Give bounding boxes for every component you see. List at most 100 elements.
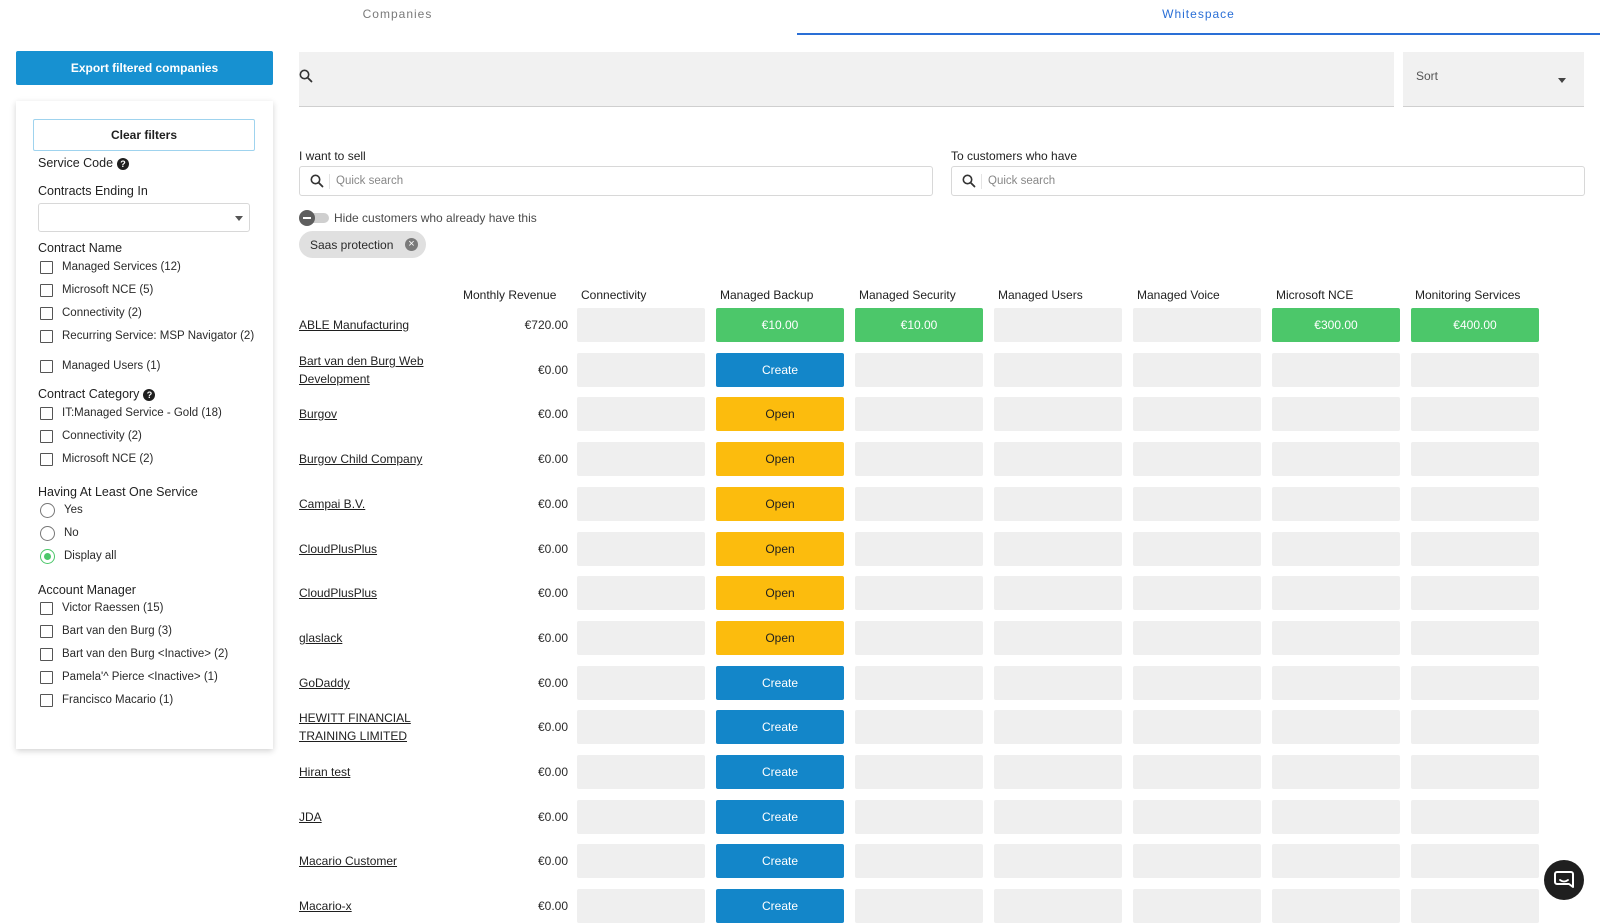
empty-cell xyxy=(577,889,705,923)
empty-cell xyxy=(855,800,983,834)
company-link[interactable]: HEWITT FINANCIAL TRAINING LIMITED xyxy=(299,711,411,743)
at-least-one-service-title: Having At Least One Service xyxy=(38,485,198,499)
service-code-label: Service Code xyxy=(38,156,114,170)
empty-cell xyxy=(1411,576,1539,610)
create-button[interactable]: Create xyxy=(716,889,844,923)
open-button[interactable]: Open xyxy=(716,442,844,476)
checkbox[interactable] xyxy=(40,307,53,320)
customers-have-search-input[interactable]: Quick search xyxy=(951,166,1585,196)
tab-whitespace[interactable]: Whitespace xyxy=(797,0,1600,35)
clear-filters-button[interactable]: Clear filters xyxy=(33,119,255,151)
column-header: Monthly Revenue xyxy=(463,288,557,302)
contract-category-label: Contract Category xyxy=(38,387,140,401)
open-button[interactable]: Open xyxy=(716,576,844,610)
empty-cell xyxy=(1272,889,1400,923)
monthly-revenue: €0.00 xyxy=(537,676,568,690)
checkbox[interactable] xyxy=(40,284,53,297)
column-header: Managed Security xyxy=(859,288,956,302)
chat-launcher-button[interactable] xyxy=(1544,860,1584,900)
open-button[interactable]: Open xyxy=(716,532,844,566)
sell-search-input[interactable]: Quick search xyxy=(299,166,933,196)
sort-label: Sort xyxy=(1416,69,1439,83)
create-button[interactable]: Create xyxy=(716,800,844,834)
empty-cell xyxy=(994,889,1122,923)
contracts-ending-title: Contracts Ending In xyxy=(38,184,148,198)
company-link[interactable]: Macario Customer xyxy=(299,854,398,868)
checkbox[interactable] xyxy=(40,330,53,343)
empty-cell xyxy=(855,397,983,431)
empty-cell xyxy=(1133,308,1261,342)
sort-select[interactable]: Sort xyxy=(1403,52,1584,107)
checkbox[interactable] xyxy=(40,671,53,684)
contract-category-title: Contract Category? xyxy=(38,387,156,401)
checkbox[interactable] xyxy=(40,453,53,466)
empty-cell xyxy=(577,666,705,700)
empty-cell xyxy=(1411,621,1539,655)
column-header: Connectivity xyxy=(581,288,647,302)
checkbox[interactable] xyxy=(40,360,53,373)
checkbox[interactable] xyxy=(40,625,53,638)
company-link[interactable]: CloudPlusPlus xyxy=(299,542,378,556)
company-link[interactable]: Burgov xyxy=(299,407,338,421)
company-link[interactable]: Campai B.V. xyxy=(299,497,366,511)
company-link[interactable]: Burgov Child Company xyxy=(299,452,423,466)
help-icon[interactable]: ? xyxy=(117,158,130,170)
column-header: Managed Backup xyxy=(720,288,814,302)
revenue-cell[interactable]: €10.00 xyxy=(716,308,844,342)
create-button[interactable]: Create xyxy=(716,755,844,789)
company-link[interactable]: CloudPlusPlus xyxy=(299,586,378,600)
revenue-cell[interactable]: €10.00 xyxy=(855,308,983,342)
revenue-cell[interactable]: €400.00 xyxy=(1411,308,1539,342)
checkbox[interactable] xyxy=(40,648,53,661)
radio-button[interactable] xyxy=(40,526,55,541)
radio-button[interactable] xyxy=(40,503,55,518)
company-link[interactable]: Hiran test xyxy=(299,765,351,779)
company-link[interactable]: Macario-x xyxy=(299,899,352,913)
search-icon xyxy=(310,174,324,188)
create-button[interactable]: Create xyxy=(716,844,844,878)
company-link[interactable]: ABLE Manufacturing xyxy=(299,318,410,332)
column-header: Microsoft NCE xyxy=(1276,288,1354,302)
open-button[interactable]: Open xyxy=(716,621,844,655)
chevron-down-icon xyxy=(235,216,243,221)
close-icon[interactable]: × xyxy=(405,238,418,251)
empty-cell xyxy=(1133,442,1261,476)
radio-button[interactable] xyxy=(40,549,55,564)
monthly-revenue: €0.00 xyxy=(537,497,568,511)
company-link[interactable]: JDA xyxy=(299,810,322,824)
checkbox[interactable] xyxy=(40,602,53,615)
open-button[interactable]: Open xyxy=(716,397,844,431)
tab-companies[interactable]: Companies xyxy=(362,7,433,21)
empty-cell xyxy=(577,532,705,566)
filters-panel: Clear filters Service Code? Contracts En… xyxy=(16,101,273,749)
create-button[interactable]: Create xyxy=(716,666,844,700)
create-button[interactable]: Create xyxy=(716,353,844,387)
empty-cell xyxy=(855,710,983,744)
checkbox[interactable] xyxy=(40,430,53,443)
checkbox[interactable] xyxy=(40,694,53,707)
contracts-ending-select[interactable] xyxy=(38,203,250,232)
company-link[interactable]: GoDaddy xyxy=(299,676,350,690)
company-link[interactable]: glaslack xyxy=(299,631,343,645)
revenue-cell[interactable]: €300.00 xyxy=(1272,308,1400,342)
empty-cell xyxy=(994,800,1122,834)
empty-cell xyxy=(1272,532,1400,566)
company-link[interactable]: Bart van den Burg Web Development xyxy=(299,354,424,386)
chip-label: Saas protection xyxy=(310,238,394,252)
empty-cell xyxy=(1133,844,1261,878)
empty-cell xyxy=(1133,353,1261,387)
monthly-revenue: €0.00 xyxy=(537,542,568,556)
open-button[interactable]: Open xyxy=(716,487,844,521)
help-icon[interactable]: ? xyxy=(143,389,156,401)
monthly-revenue: €0.00 xyxy=(537,452,568,466)
empty-cell xyxy=(994,487,1122,521)
export-filtered-companies-button[interactable]: Export filtered companies xyxy=(16,51,273,85)
empty-cell xyxy=(1411,353,1539,387)
checkbox[interactable] xyxy=(40,407,53,420)
checkbox[interactable] xyxy=(40,261,53,274)
hide-customers-toggle[interactable] xyxy=(299,210,330,226)
company-search-input[interactable] xyxy=(299,52,1394,107)
column-header: Monitoring Services xyxy=(1415,288,1521,302)
create-button[interactable]: Create xyxy=(716,710,844,744)
empty-cell xyxy=(855,889,983,923)
